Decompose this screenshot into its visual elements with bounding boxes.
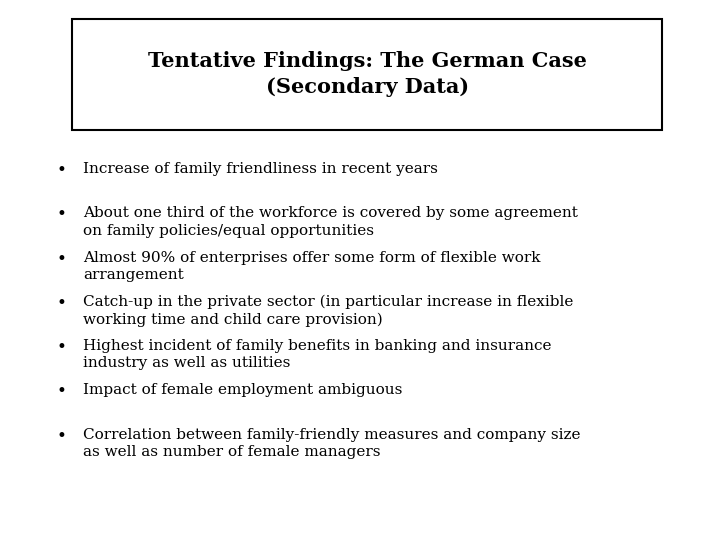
- Text: •: •: [56, 162, 66, 179]
- Text: •: •: [56, 295, 66, 312]
- Text: •: •: [56, 383, 66, 400]
- Text: Correlation between family-friendly measures and company size
as well as number : Correlation between family-friendly meas…: [83, 428, 580, 459]
- Text: •: •: [56, 339, 66, 356]
- Text: About one third of the workforce is covered by some agreement
on family policies: About one third of the workforce is cove…: [83, 206, 577, 238]
- Text: •: •: [56, 428, 66, 444]
- Text: Almost 90% of enterprises offer some form of flexible work
arrangement: Almost 90% of enterprises offer some for…: [83, 251, 540, 282]
- Text: •: •: [56, 251, 66, 267]
- Text: •: •: [56, 206, 66, 223]
- FancyBboxPatch shape: [72, 19, 662, 130]
- Text: Increase of family friendliness in recent years: Increase of family friendliness in recen…: [83, 162, 438, 176]
- Text: Highest incident of family benefits in banking and insurance
industry as well as: Highest incident of family benefits in b…: [83, 339, 552, 370]
- Text: Catch-up in the private sector (in particular increase in flexible
working time : Catch-up in the private sector (in parti…: [83, 295, 573, 327]
- Text: Tentative Findings: The German Case
(Secondary Data): Tentative Findings: The German Case (Sec…: [148, 51, 587, 97]
- Text: Impact of female employment ambiguous: Impact of female employment ambiguous: [83, 383, 402, 397]
